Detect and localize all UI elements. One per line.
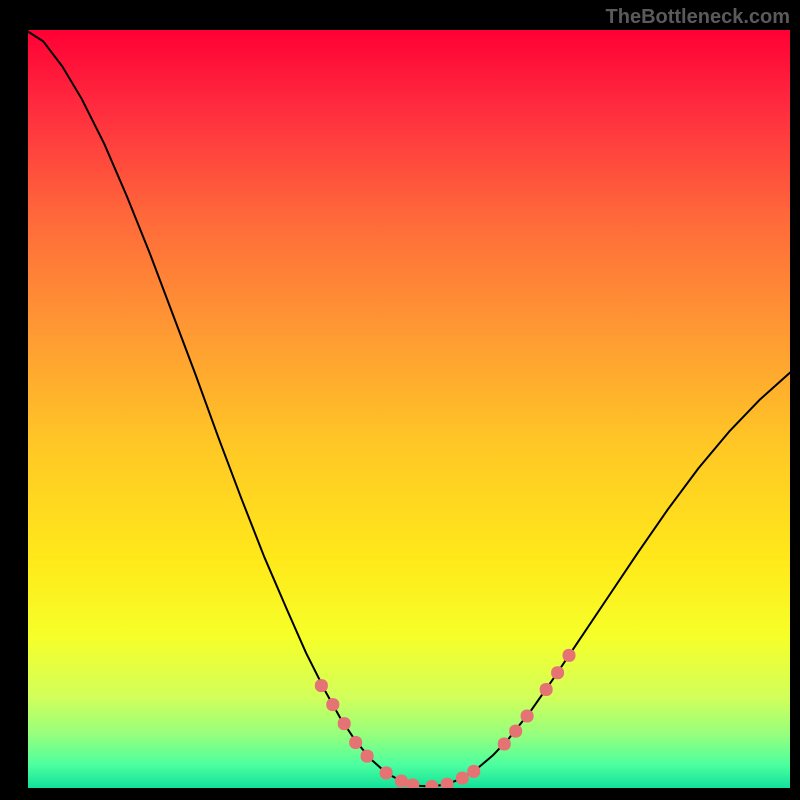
marker-point bbox=[349, 736, 362, 749]
marker-point bbox=[540, 683, 553, 696]
marker-point bbox=[498, 738, 511, 751]
marker-point bbox=[315, 679, 328, 692]
image-frame: TheBottleneck.com bbox=[0, 0, 800, 800]
marker-point bbox=[456, 772, 469, 785]
marker-point bbox=[521, 709, 534, 722]
marker-point bbox=[467, 765, 480, 778]
chart-background bbox=[28, 30, 790, 788]
marker-point bbox=[395, 775, 408, 788]
marker-point bbox=[380, 766, 393, 779]
chart-svg bbox=[28, 30, 790, 788]
chart-plot-area bbox=[28, 30, 790, 788]
watermark-text: TheBottleneck.com bbox=[606, 6, 790, 29]
marker-point bbox=[563, 649, 576, 662]
marker-point bbox=[326, 698, 339, 711]
marker-point bbox=[338, 717, 351, 730]
marker-point bbox=[551, 666, 564, 679]
marker-point bbox=[509, 725, 522, 738]
marker-point bbox=[361, 750, 374, 763]
